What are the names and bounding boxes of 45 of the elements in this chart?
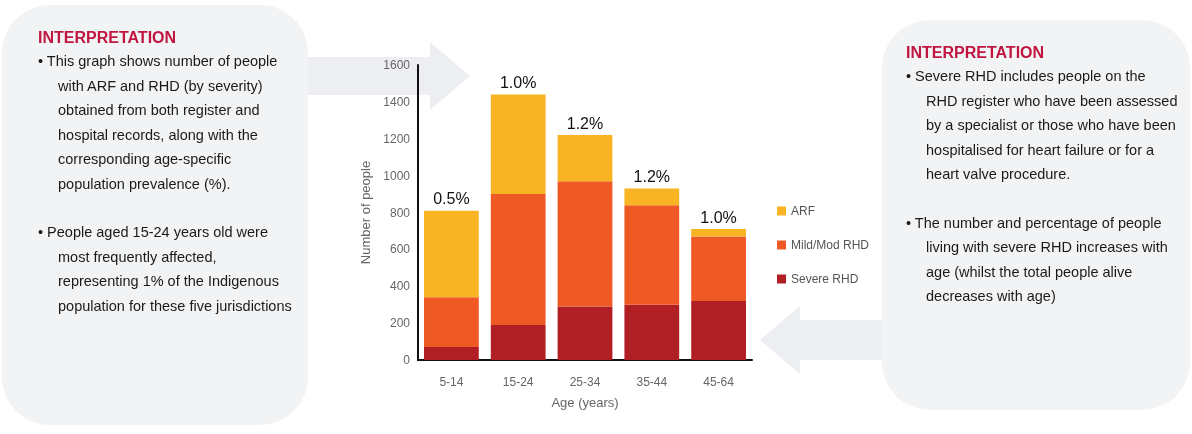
text: • People aged 15-24 years old were most frequently affected, representing 1% of the Indigenous population for these five jurisdictions (38, 223, 293, 316)
legend-label: ARF (791, 204, 815, 218)
x-tick-label: 25-34 (569, 375, 601, 389)
annotation: 1.0% (700, 208, 737, 226)
x-tick-label: 45-64 (703, 375, 735, 389)
bar (424, 347, 479, 360)
bar (624, 205, 680, 305)
y-axis-title: Number of people (358, 160, 374, 265)
bar (624, 188, 680, 206)
x-tick-label: 15-24 (502, 375, 534, 389)
text: • Severe RHD includes people on the RHD register who have been assessed by a specialist or those who have been hospitalised for heart failure or for a heart valve procedure. (906, 67, 1178, 184)
y-tick-label: 1600 (383, 58, 411, 72)
y-tick-label: 800 (389, 205, 411, 220)
y-tick-label: 1200 (383, 131, 411, 146)
y-tick-label: 1400 (383, 94, 411, 109)
bar (557, 181, 613, 307)
legend-label: Severe RHD (791, 272, 859, 286)
bar (557, 306, 613, 360)
legend-label: Mild/Mod RHD (791, 238, 870, 252)
bar (424, 210, 479, 298)
bar (490, 94, 546, 195)
bar (424, 297, 479, 348)
text: INTERPRETATION (38, 28, 178, 48)
y-tick-label: 0 (403, 353, 411, 367)
text: • The number and percentage of people living with severe RHD increases with age (whilst the total people alive decreases with age) (906, 213, 1169, 306)
bar (490, 194, 546, 325)
annotation: 1.2% (566, 114, 604, 132)
annotation: 1.2% (633, 168, 671, 186)
bar (691, 229, 746, 237)
y-tick-label: 400 (389, 279, 411, 294)
bar (691, 301, 746, 360)
text: INTERPRETATION (906, 43, 1046, 63)
text: • This graph shows number of people with ARF and RHD (by severity) obtained from both register and hospital records, along with the corresponding age-specific population prevalence (%). (38, 52, 279, 194)
bar (490, 324, 546, 360)
annotation: 1.0% (499, 74, 537, 91)
x-tick-label: 5-14 (439, 375, 464, 389)
y-tick-label: 600 (389, 242, 411, 257)
y-tick-label: 200 (389, 316, 411, 331)
x-axis-title: Age (years) (551, 395, 619, 410)
bar (624, 304, 680, 360)
bar (557, 135, 613, 182)
bar (691, 236, 746, 301)
x-tick-label: 35-44 (636, 375, 668, 389)
y-tick-label: 1000 (383, 168, 411, 183)
annotation: 0.5% (433, 190, 470, 208)
